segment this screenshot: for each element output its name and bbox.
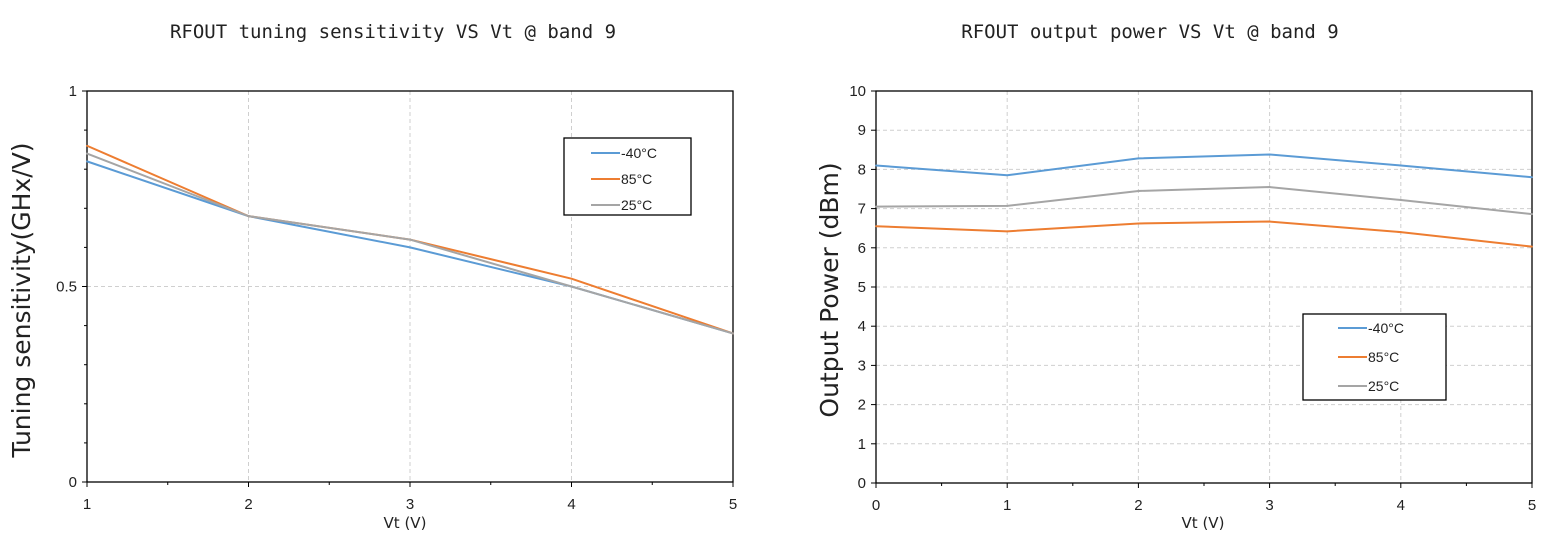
legend-box	[563, 137, 692, 216]
data-point	[1531, 213, 1533, 215]
data-point	[409, 246, 411, 249]
data-point	[1268, 220, 1271, 223]
grid	[876, 90, 1533, 483]
y-tick-label: 2	[858, 397, 866, 414]
data-point	[875, 164, 877, 167]
data-point	[86, 144, 88, 147]
x-tick-label: 4	[567, 496, 575, 513]
x-tick-label: 3	[1265, 497, 1273, 514]
y-tick-label: 1	[858, 436, 866, 453]
x-axis-label: Vt (V)	[384, 514, 427, 532]
chart-1: RFOUT tuning sensitivity VS Vt @ band 9 0…	[7, 21, 737, 532]
y-tick-label: 1	[69, 83, 77, 100]
y-tick-label: 0.5	[56, 279, 77, 296]
y-tick-label: 0	[69, 474, 77, 491]
data-point	[1399, 231, 1402, 234]
x-tick-label: 0	[872, 497, 880, 514]
data-point	[86, 152, 88, 155]
legend: -40°C 85°C 25°C	[563, 137, 692, 216]
axis-ticks	[82, 90, 734, 487]
chart-title: RFOUT tuning sensitivity VS Vt @ band 9	[170, 21, 616, 43]
data-point	[1268, 153, 1271, 156]
legend-entry: -40°C	[1368, 320, 1404, 336]
data-point	[1399, 164, 1402, 167]
y-axis-label: Tuning sensitivity(GHx/V)	[7, 142, 36, 458]
y-tick-label: 9	[858, 122, 866, 139]
x-tick-label: 1	[83, 496, 91, 513]
data-point	[86, 160, 88, 163]
data-point	[1137, 222, 1140, 225]
series-line-3	[875, 186, 1533, 216]
data-point	[875, 205, 877, 208]
legend: -40°C 85°C 25°C	[1302, 313, 1447, 401]
x-tick-label: 2	[244, 496, 252, 513]
data-point	[570, 277, 573, 280]
series-line-1	[875, 153, 1533, 179]
x-tick-label: 4	[1397, 497, 1405, 514]
data-point	[1006, 230, 1009, 233]
series-line-2	[875, 220, 1533, 248]
data-point	[1137, 157, 1140, 160]
x-axis-label: Vt (V)	[1182, 514, 1225, 532]
axis-ticks	[871, 90, 1533, 488]
y-tick-label: 10	[849, 83, 866, 100]
y-tick-label: 5	[858, 279, 866, 296]
data-point	[570, 285, 573, 288]
data-point	[1399, 199, 1402, 201]
x-tick-label: 5	[729, 496, 737, 513]
y-tick-label: 3	[858, 357, 866, 374]
data-point	[1137, 190, 1140, 192]
legend-entry: 25°C	[1368, 378, 1399, 394]
data-point	[1531, 176, 1533, 179]
y-axis-label: Output Power (dBm)	[815, 162, 844, 417]
x-tick-label: 3	[406, 496, 414, 513]
y-tick-label: 0	[858, 475, 866, 492]
y-tick-label: 7	[858, 201, 866, 218]
legend-box	[1302, 313, 1447, 401]
legend-entry: -40°C	[621, 145, 657, 161]
data-point	[409, 238, 411, 241]
y-tick-label: 6	[858, 240, 866, 257]
x-tick-label: 2	[1134, 497, 1142, 514]
legend-entry: 25°C	[621, 197, 652, 213]
legend-entry: 85°C	[1368, 349, 1399, 365]
data-point	[1006, 174, 1009, 177]
y-tick-label: 8	[858, 161, 866, 178]
data-point	[1268, 186, 1271, 188]
data-point	[1006, 204, 1009, 207]
data-point	[875, 225, 877, 228]
chart-2: RFOUT output power VS Vt @ band 9 0 1 2 3 4 5 6…	[815, 21, 1536, 532]
x-tick-label: 1	[1003, 497, 1011, 514]
legend-entry: 85°C	[621, 171, 652, 187]
data-point	[1531, 245, 1533, 248]
y-tick-label: 4	[858, 318, 866, 335]
x-tick-label: 5	[1528, 497, 1536, 514]
data-point	[247, 215, 250, 218]
data-point	[732, 332, 734, 335]
chart-title: RFOUT output power VS Vt @ band 9	[961, 21, 1339, 43]
